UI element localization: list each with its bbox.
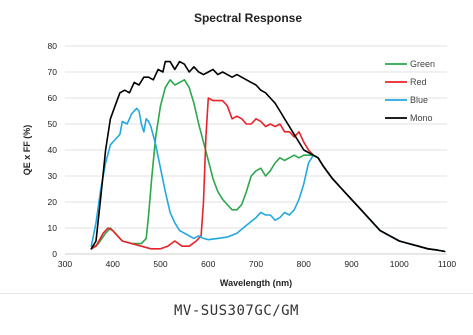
x-tick-label: 300: [58, 259, 72, 269]
legend-label-red: Red: [410, 77, 427, 87]
y-tick-label: 40: [48, 145, 58, 155]
y-tick-label: 10: [48, 223, 58, 233]
x-axis-label: Wavelength (nm): [220, 278, 292, 288]
x-tick-label: 900: [344, 259, 358, 269]
legend: Green Red Blue Mono: [385, 59, 435, 123]
y-tick-label: 50: [48, 119, 58, 129]
y-tick-label: 80: [48, 41, 58, 51]
model-caption: MV-SUS307GC/GM: [173, 303, 299, 319]
caption-divider: [0, 293, 473, 294]
x-tick-label: 400: [106, 259, 120, 269]
chart-title: Spectral Response: [194, 11, 302, 25]
series-line-mono: [90, 60, 446, 253]
y-tick-label: 30: [48, 171, 58, 181]
x-axis-ticks: 300 400 500 600 700 800 900 1000 1100: [58, 259, 457, 269]
grid-lines: [65, 45, 447, 255]
legend-label-green: Green: [410, 59, 435, 69]
series-lines: [90, 60, 446, 253]
x-tick-label: 600: [201, 259, 215, 269]
y-tick-label: 70: [48, 67, 58, 77]
spectral-response-chart: Spectral Response 300 400 500 600 700 800 900 1…: [22, 11, 457, 288]
y-axis-label: QE x FF (%): [22, 125, 32, 176]
y-axis-ticks: 0 10 20 30 40 50 60 70 80: [48, 41, 58, 259]
y-tick-label: 0: [52, 249, 57, 259]
x-tick-label: 800: [297, 259, 311, 269]
x-tick-label: 700: [249, 259, 263, 269]
series-line-green: [90, 79, 446, 253]
x-tick-label: 1000: [390, 259, 409, 269]
y-tick-label: 60: [48, 93, 58, 103]
x-tick-label: 1100: [438, 259, 457, 269]
x-tick-label: 500: [153, 259, 167, 269]
legend-label-mono: Mono: [410, 113, 433, 123]
y-tick-label: 20: [48, 197, 58, 207]
legend-label-blue: Blue: [410, 95, 428, 105]
series-line-blue: [90, 107, 446, 253]
